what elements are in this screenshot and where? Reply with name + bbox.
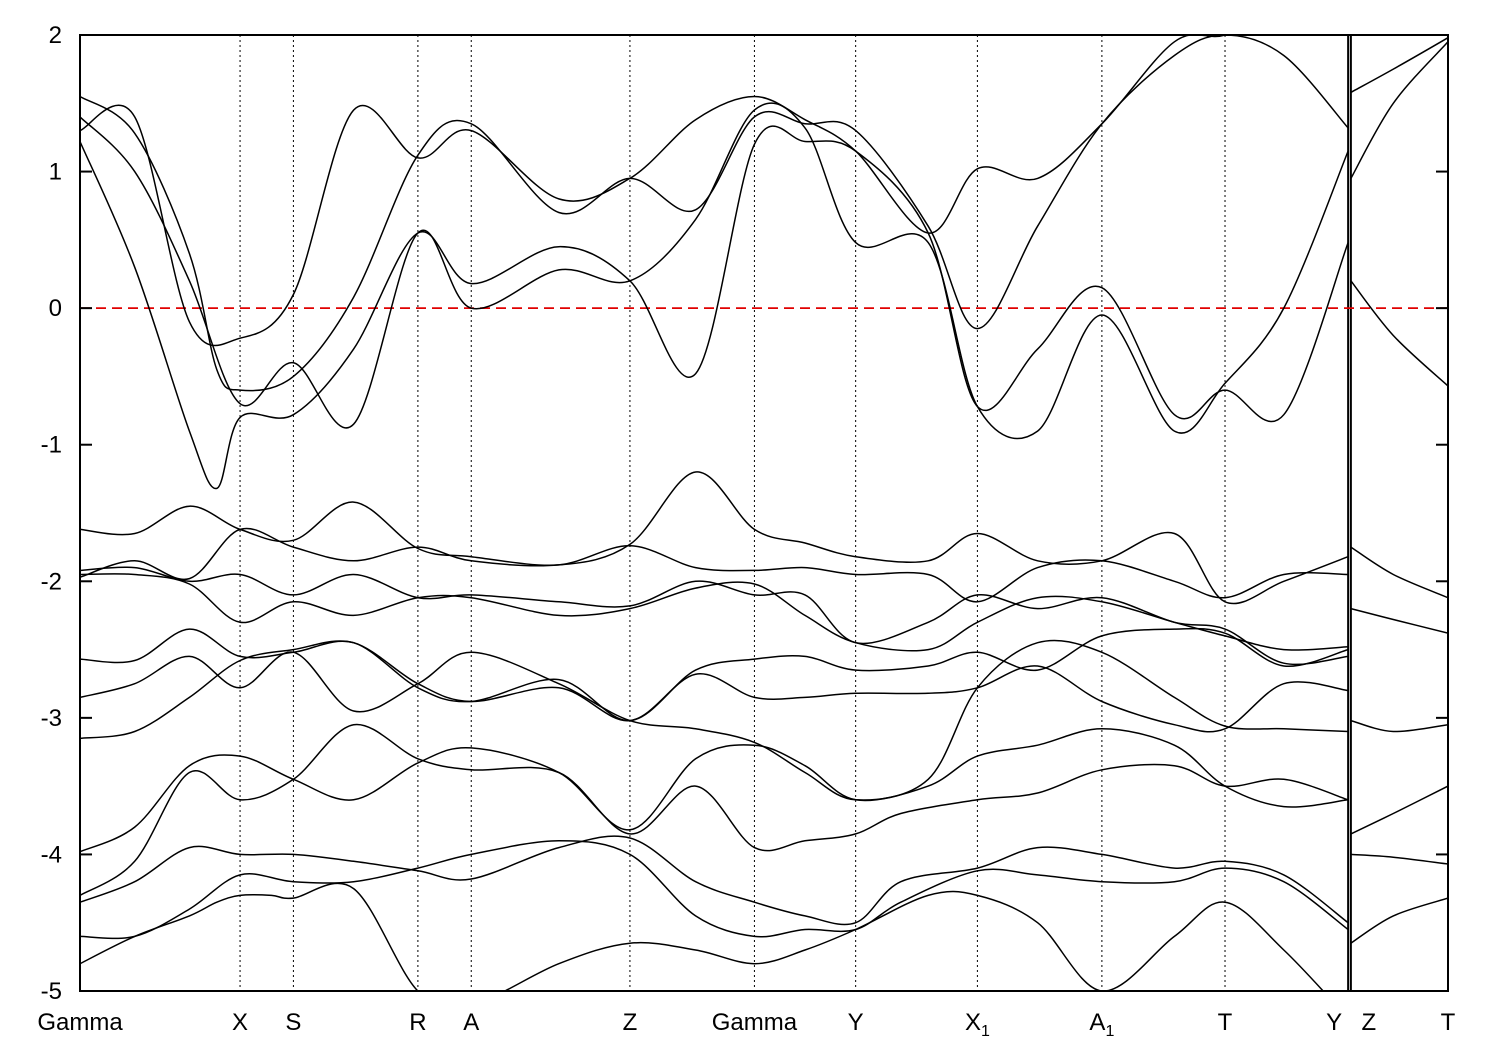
band-line-right-7	[1350, 280, 1448, 387]
band-line-10	[80, 566, 1349, 666]
band-line-right-9	[1350, 37, 1448, 94]
k-point-label-13: T	[1441, 1009, 1456, 1036]
band-line-13	[80, 125, 1349, 490]
band-line-right-2	[1350, 853, 1448, 865]
y-tick-label-1: -4	[41, 841, 62, 868]
k-point-gridlines	[239, 35, 1352, 991]
band-line-right-3	[1350, 785, 1448, 835]
k-point-label-0: Gamma	[37, 1009, 123, 1036]
band-line-6	[80, 640, 1349, 740]
y-tick-label-2: -3	[41, 705, 62, 732]
band-line-2	[80, 840, 1349, 940]
x-axis: Gamma X S R A Z Gamma Y X1 A1 T Y Z T	[37, 1009, 1455, 1040]
band-line-5	[80, 728, 1349, 853]
y-tick-label-7: 2	[49, 22, 62, 49]
band-line-right-5	[1350, 607, 1448, 634]
band-line-16	[80, 35, 1228, 347]
k-point-label-10: T	[1218, 1009, 1233, 1036]
k-point-label-9: A1	[1089, 1009, 1114, 1040]
y-axis: -5 -4 -3 -2 -1 0 1 2	[41, 22, 1448, 1005]
k-point-label-1: X	[232, 1009, 248, 1036]
k-point-label-3: R	[409, 1009, 426, 1036]
band-line-12	[80, 471, 1349, 605]
y-tick-label-3: -2	[41, 568, 62, 595]
band-line-14	[80, 102, 1349, 440]
band-line-right-4	[1350, 719, 1448, 733]
y-tick-label-0: -5	[41, 978, 62, 1005]
band-line-right-8	[1350, 41, 1448, 179]
band-line-3	[80, 835, 1349, 926]
k-point-label-12: Z	[1362, 1009, 1377, 1036]
band-line-11	[80, 527, 1349, 603]
y-tick-label-4: -1	[41, 432, 62, 459]
k-point-label-5: Z	[623, 1009, 638, 1036]
k-point-label-6: Gamma	[712, 1009, 798, 1036]
k-point-label-11: Y	[1326, 1009, 1342, 1036]
k-point-label-4: A	[463, 1009, 479, 1036]
k-point-label-2: S	[285, 1009, 301, 1036]
band-line-right-6	[1350, 546, 1448, 599]
k-point-label-8: X1	[965, 1009, 990, 1040]
band-line-4	[80, 723, 1349, 897]
k-point-label-7: Y	[848, 1009, 864, 1036]
band-line-8	[80, 627, 1349, 722]
band-line-right-1	[1350, 897, 1448, 944]
band-line-7	[80, 639, 1349, 801]
band-lines	[80, 35, 1448, 991]
plot-frame	[79, 34, 1449, 992]
y-tick-label-6: 1	[49, 159, 62, 186]
band-line-1	[80, 882, 1325, 991]
y-tick-label-5: 0	[49, 295, 62, 322]
band-line-9	[80, 573, 1349, 652]
